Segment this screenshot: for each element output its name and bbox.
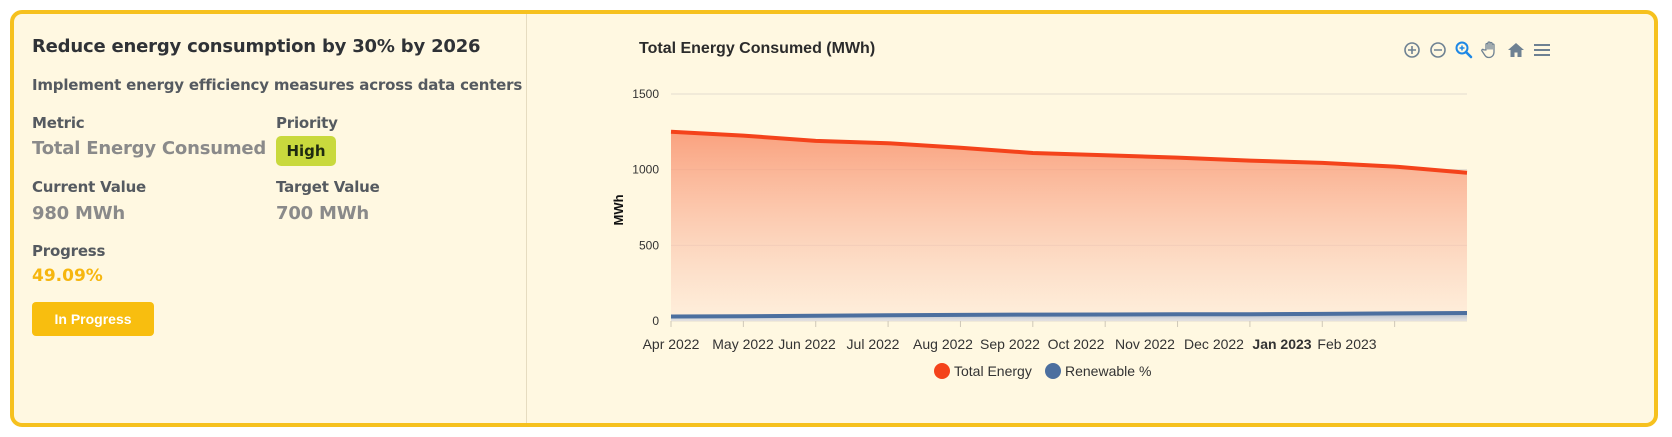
goal-title: Reduce energy consumption by 30% by 2026 xyxy=(32,36,481,57)
home-reset-icon[interactable] xyxy=(1506,40,1526,60)
metric-label: Metric xyxy=(32,114,85,132)
progress-value: 49.09% xyxy=(32,266,103,286)
legend-marker[interactable] xyxy=(934,363,950,379)
metric-value: Total Energy Consumed xyxy=(32,138,267,159)
priority-badge: High xyxy=(276,136,336,166)
chart-panel: Total Energy Consumed (MWh) xyxy=(527,14,1654,423)
current-value: 980 MWh xyxy=(32,203,126,224)
pan-hand-icon[interactable] xyxy=(1480,40,1500,60)
x-tick-label: Apr 2022 xyxy=(643,336,700,352)
x-tick-label: Jan 2023 xyxy=(1252,336,1311,352)
y-tick-label: 0 xyxy=(652,314,659,328)
x-tick-label: Nov 2022 xyxy=(1115,336,1175,352)
y-tick-label: 500 xyxy=(639,238,659,252)
x-tick-label: Oct 2022 xyxy=(1048,336,1105,352)
target-value: 700 MWh xyxy=(276,203,370,224)
x-tick-label: Feb 2023 xyxy=(1317,336,1376,352)
x-tick-label: Aug 2022 xyxy=(913,336,973,352)
goal-card: Reduce energy consumption by 30% by 2026… xyxy=(10,10,1658,427)
zoom-in-icon[interactable] xyxy=(1402,40,1422,60)
x-tick-label: Sep 2022 xyxy=(980,336,1040,352)
energy-area-chart: 0 500 1000 1500 Apr 2022 May 2022 Jun 2022 Jul… xyxy=(611,87,1468,379)
y-axis-label: MWh xyxy=(611,194,626,225)
x-tick-label: May 2022 xyxy=(712,336,774,352)
priority-label: Priority xyxy=(276,114,338,132)
target-value-label: Target Value xyxy=(276,178,380,196)
chart-toolbar xyxy=(1402,40,1552,60)
series-line-total-energy xyxy=(670,129,1468,175)
goal-description: Implement energy efficiency measures acr… xyxy=(32,76,523,94)
x-tick-label: Dec 2022 xyxy=(1184,336,1244,352)
area-total-energy xyxy=(671,131,1467,321)
goal-details-panel: Reduce energy consumption by 30% by 2026… xyxy=(14,14,527,423)
current-value-label: Current Value xyxy=(32,178,147,196)
series-line-renewable xyxy=(670,311,1468,319)
progress-label: Progress xyxy=(32,242,106,260)
x-tick-label: Jun 2022 xyxy=(778,336,836,352)
chart-title: Total Energy Consumed (MWh) xyxy=(639,40,876,57)
y-tick-label: 1500 xyxy=(632,87,659,101)
legend-marker[interactable] xyxy=(1045,363,1061,379)
status-button[interactable]: In Progress xyxy=(32,302,154,336)
menu-icon[interactable] xyxy=(1532,40,1552,60)
legend-label[interactable]: Renewable % xyxy=(1065,363,1151,379)
legend-label[interactable]: Total Energy xyxy=(954,363,1032,379)
zoom-out-icon[interactable] xyxy=(1428,40,1448,60)
x-tick-label: Jul 2022 xyxy=(847,336,900,352)
selection-zoom-icon[interactable] xyxy=(1454,40,1474,60)
y-tick-label: 1000 xyxy=(632,163,659,177)
